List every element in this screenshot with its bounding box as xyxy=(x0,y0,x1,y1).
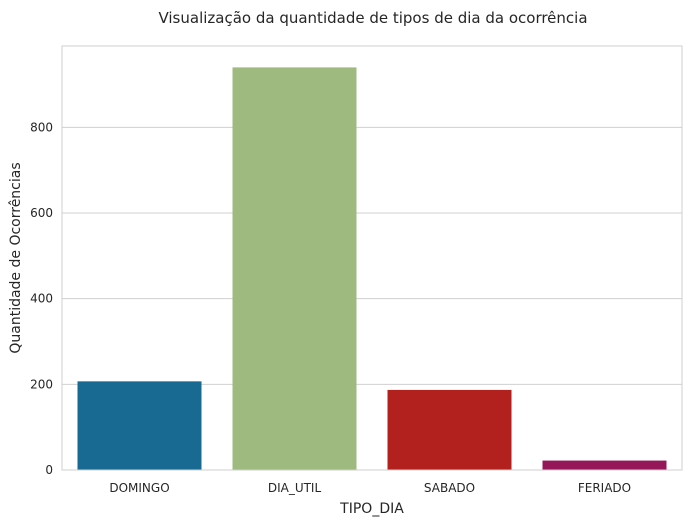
x-axis-ticks: DOMINGO DIA_UTIL SABADO FERIADO xyxy=(109,481,631,495)
plot-frame xyxy=(61,45,683,471)
bar-sabado xyxy=(387,389,512,470)
bar-dia-util xyxy=(232,67,357,471)
y-tick-label: 600 xyxy=(30,206,53,220)
x-tick-label: FERIADO xyxy=(578,481,631,495)
y-axis-ticks: 0 200 400 600 800 xyxy=(30,120,53,477)
y-tick-label: 0 xyxy=(45,463,53,477)
y-tick-label: 400 xyxy=(30,292,53,306)
y-axis-label: Quantidade de Ocorrências xyxy=(8,162,24,353)
bars xyxy=(77,67,667,471)
x-tick-label: DOMINGO xyxy=(109,481,169,495)
bar-domingo xyxy=(77,381,202,470)
bar-feriado xyxy=(542,460,667,470)
x-axis-label: TIPO_DIA xyxy=(339,501,404,517)
x-tick-label: DIA_UTIL xyxy=(268,481,322,495)
y-tick-label: 800 xyxy=(30,120,53,134)
x-tick-label: SABADO xyxy=(424,481,475,495)
y-tick-label: 200 xyxy=(30,377,53,391)
chart-title: Visualização da quantidade de tipos de d… xyxy=(158,9,587,27)
